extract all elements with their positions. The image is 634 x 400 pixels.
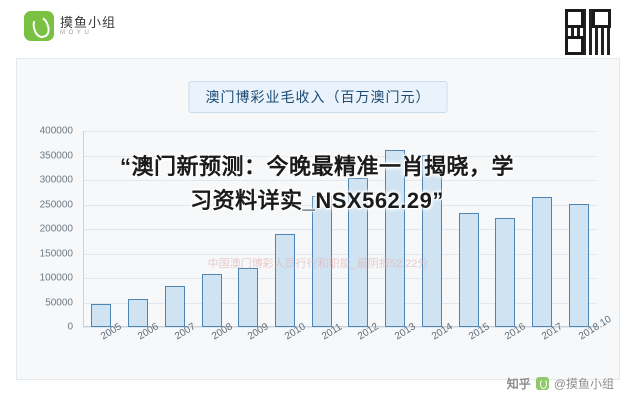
qr-finder-top-left: [565, 9, 584, 28]
plot-area: [83, 131, 597, 328]
credit-block: 知乎 @摸鱼小组: [507, 375, 614, 392]
brand-name-cn: 摸鱼小组: [60, 15, 117, 31]
grid-lines: [83, 131, 597, 328]
grid-line: [83, 155, 597, 157]
y-axis-tick-labels: 0 50000 100000 150000 200000 250000 300000 3500…: [17, 126, 79, 333]
credit-user: @摸鱼小组: [553, 377, 614, 391]
y-tick-label: 50000: [45, 297, 73, 308]
y-tick-label: 350000: [39, 150, 73, 161]
bar: [201, 273, 222, 327]
brand-logo[interactable]: 摸鱼小组 M O Y U: [24, 6, 142, 46]
qr-finder-bottom-left: [565, 36, 584, 55]
x-axis-line: [83, 326, 597, 327]
y-tick-label: 100000: [39, 272, 73, 284]
credit-site: 知乎: [506, 377, 531, 391]
bar: [568, 204, 589, 327]
grid-line: [83, 204, 597, 206]
bar: [421, 154, 442, 327]
y-tick-label: 300000: [39, 174, 73, 186]
brand-name-en: M O Y U: [60, 29, 90, 36]
qr-finder-top-right: [592, 9, 611, 28]
grid-line: [83, 302, 597, 304]
y-tick-label: 250000: [39, 199, 73, 210]
y-tick-label: 0: [67, 321, 73, 333]
grid-line: [83, 278, 597, 279]
grid-line: [83, 253, 597, 255]
bar: [348, 177, 369, 327]
bar: [458, 213, 479, 327]
bar: [91, 303, 112, 327]
bar-series: [83, 131, 597, 327]
grid-line: [83, 327, 597, 328]
grid-line: [83, 229, 597, 230]
y-tick-label: 200000: [39, 223, 73, 235]
bar: [385, 149, 406, 327]
bar: [238, 268, 259, 327]
y-tick-label: 400000: [39, 125, 73, 137]
bar: [311, 195, 332, 327]
y-tick-label: 150000: [39, 248, 73, 259]
brand-text: 摸鱼小组 M O Y U: [60, 16, 116, 36]
y-axis-line: [83, 131, 84, 327]
chart-card: 澳门博彩业毛收入（百万澳门元） 0 50000 100000 150000 200000…: [16, 58, 620, 380]
x-axis-tick-labels: 2005 2006 2007 2008 2009 2010 2011 2012 2013 2014…: [83, 314, 613, 371]
bar: [128, 299, 149, 327]
bar: [531, 196, 552, 327]
bar: [274, 234, 295, 327]
qr-code-icon[interactable]: [564, 8, 612, 56]
bar: [164, 286, 185, 327]
grid-line: [83, 131, 597, 132]
chart-watermark: 中国澳门博彩人员行行和职能_最阴报52.22分: [207, 258, 429, 270]
leaf-logo-icon: [24, 11, 54, 41]
grid-line: [83, 180, 597, 181]
chart-title: 澳门博彩业毛收入（百万澳门元）: [188, 81, 448, 113]
bar: [495, 217, 516, 327]
leaf-logo-icon: [535, 377, 549, 390]
page-header: 摸鱼小组 M O Y U: [0, 0, 634, 60]
